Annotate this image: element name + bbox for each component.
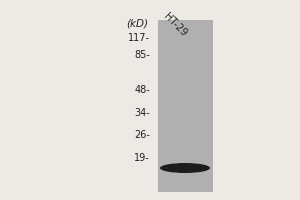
Bar [158, 20, 213, 192]
Text: 34-: 34- [134, 108, 150, 118]
Ellipse shape [160, 163, 210, 173]
Text: 117-: 117- [128, 33, 150, 43]
Text: 26-: 26- [134, 130, 150, 140]
Text: 48-: 48- [134, 85, 150, 95]
Text: 19-: 19- [134, 153, 150, 163]
Text: HT-29: HT-29 [162, 11, 189, 38]
Text: 85-: 85- [134, 50, 150, 60]
Text: (kD): (kD) [126, 18, 148, 28]
